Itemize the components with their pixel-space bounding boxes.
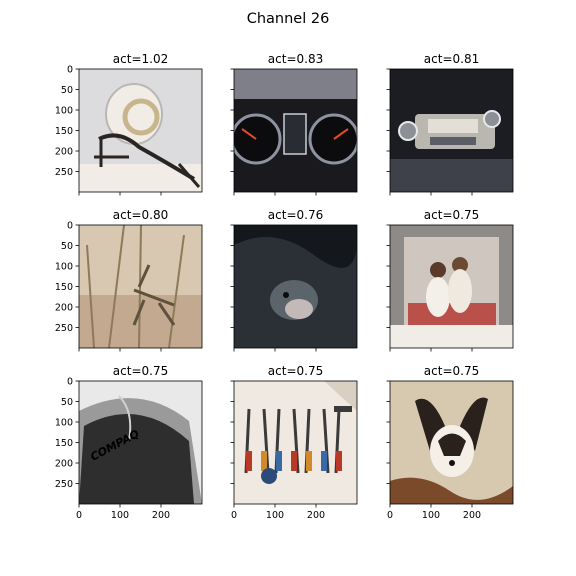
- panel: act=0.80 0 50 100 150 200 250: [55, 208, 203, 352]
- panel: act=0.75 0 100 200: [230, 364, 358, 521]
- y-tick-label: 250: [55, 323, 73, 334]
- panel: act=0.83: [230, 52, 358, 196]
- y-tick-label: 0: [67, 65, 73, 76]
- panel: act=1.02 0 50 100 150 200 250: [55, 52, 203, 196]
- y-tick-label: 150: [55, 438, 73, 449]
- x-tick-label: 200: [307, 510, 325, 521]
- y-tick-label: 100: [55, 106, 73, 117]
- panel: act=0.75 COMPAQ 0 50 100 150 200 250 0 100 200: [55, 364, 203, 521]
- x-tick-label: 0: [231, 510, 237, 521]
- y-tick-label: 150: [55, 126, 73, 137]
- panel: act=0.75 0 100 200: [386, 364, 514, 521]
- panel-grid: act=1.02 0 50 100 150 200 250 act=0.83 act=0.81 a…: [55, 52, 514, 521]
- panel-title: act=0.75: [268, 364, 323, 378]
- x-tick-label: 100: [111, 510, 129, 521]
- lace-bonnet-photo: [79, 69, 202, 192]
- x-tick-label: 100: [422, 510, 440, 521]
- panel-title: act=0.75: [424, 208, 479, 222]
- y-tick-label: 250: [55, 167, 73, 178]
- x-tick-label: 200: [463, 510, 481, 521]
- children-room-photo: [390, 225, 513, 348]
- y-tick-label: 200: [55, 147, 73, 158]
- papillon-dog-photo: [390, 381, 513, 504]
- panel-title: act=0.76: [268, 208, 323, 222]
- panel: act=0.81: [386, 52, 514, 196]
- x-tick-label: 200: [152, 510, 170, 521]
- y-tick-label: 150: [55, 282, 73, 293]
- x-tick-label: 0: [387, 510, 393, 521]
- y-tick-label: 0: [67, 221, 73, 232]
- x-tick-label: 0: [76, 510, 82, 521]
- computer-mouse-photo: COMPAQ: [79, 381, 202, 504]
- grasshopper-photo: [79, 225, 202, 348]
- y-tick-label: 100: [55, 262, 73, 273]
- car-dashboard-photo: [234, 69, 357, 192]
- x-tick-label: 100: [266, 510, 284, 521]
- y-tick-label: 250: [55, 479, 73, 490]
- panel-title: act=0.75: [113, 364, 168, 378]
- panel: act=0.75: [386, 208, 514, 352]
- panel-title: act=0.83: [268, 52, 323, 66]
- car-radio-photo: [390, 69, 513, 192]
- panel: act=0.76: [230, 208, 358, 352]
- monkey-photo: [234, 225, 357, 348]
- y-tick-label: 100: [55, 418, 73, 429]
- y-tick-label: 200: [55, 303, 73, 314]
- y-tick-label: 50: [61, 85, 73, 96]
- y-tick-label: 0: [67, 377, 73, 388]
- y-tick-label: 200: [55, 459, 73, 470]
- figure-title: Channel 26: [247, 11, 330, 27]
- panel-title: act=0.81: [424, 52, 479, 66]
- tools-photo: [234, 381, 357, 504]
- y-tick-label: 50: [61, 397, 73, 408]
- panel-title: act=1.02: [113, 52, 168, 66]
- panel-title: act=0.80: [113, 208, 168, 222]
- y-tick-label: 50: [61, 241, 73, 252]
- panel-title: act=0.75: [424, 364, 479, 378]
